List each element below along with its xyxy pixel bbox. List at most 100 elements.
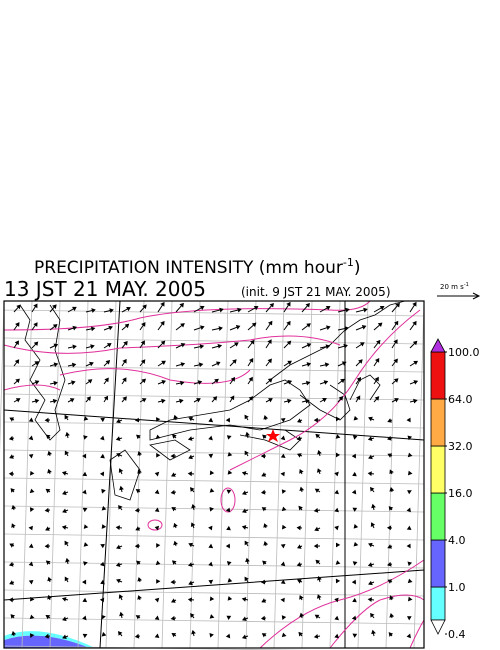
wind-arrow [389,487,395,493]
wind-arrow [283,320,291,331]
arrow-head [313,507,319,513]
wind-arrow [116,578,123,584]
arrow-head [412,301,417,307]
wind-arrow [406,633,411,639]
wind-arrow [283,380,293,385]
wind-arrow [355,395,361,403]
init-time: (init. 9 JST 21 MAY. 2005) [241,285,391,299]
arrow-head [136,560,141,566]
arrow-head [268,398,273,403]
arrow-head [387,453,393,458]
wind-arrow [387,435,393,441]
arrow-head [104,377,109,383]
arrow-head [171,507,177,512]
arrow-head [225,543,230,549]
wind-arrow [155,560,161,566]
arrow-head [209,488,215,493]
arrow-head [412,340,418,346]
wind-arrow [211,326,223,331]
arrow-head [154,489,160,495]
arrow-head [314,526,320,532]
wind-arrow [65,431,70,439]
wind-arrow [191,503,196,511]
wind-arrow [299,612,305,619]
arrow-head [248,396,254,401]
wind-arrow [211,307,224,313]
wind-arrow [49,380,58,386]
wind-arrow [28,435,34,441]
arrow-head [135,615,141,620]
wind-arrow [64,450,70,457]
arrow-head [208,417,214,423]
arrow-head [180,380,185,386]
arrow-head [137,451,142,456]
wind-arrow [67,380,76,386]
arrow-head [336,542,341,548]
arrow-head [61,525,67,530]
wind-arrow [336,452,341,458]
arrow-head [413,398,418,404]
arrow-head [83,524,89,529]
wind-arrow [115,562,123,568]
wind-arrow [28,579,34,585]
arrow-head [140,340,145,346]
wind-arrow [62,616,69,622]
arrow-head [171,472,176,477]
arrow-head [314,614,320,619]
arrow-head [161,360,166,366]
wind-arrow [247,339,255,349]
arrow-head [188,542,194,548]
wind-arrow [225,543,231,549]
arrow-head [45,526,50,531]
wind-arrow [282,524,287,530]
arrow-head [412,320,417,326]
wind-arrow [371,629,376,637]
colorbar-label: 16.0 [448,487,473,500]
wind-arrow [13,340,19,349]
wind-arrow [351,579,357,585]
wind-arrow [156,452,161,458]
wind-arrow [263,541,269,547]
wind-arrow [368,416,375,422]
wind-arrow [227,470,233,475]
wind-arrow [103,360,111,367]
wind-arrow [13,322,20,331]
wind-arrow [139,322,146,331]
arrow-head [361,325,367,330]
wind-arrow [116,544,123,550]
arrow-head [100,579,105,585]
wind-arrow [62,634,69,640]
wind-arrow [175,362,186,367]
wind-arrow [83,542,89,547]
arrow-head [33,341,39,347]
arrow-head [116,418,121,424]
arrow-head [119,611,124,617]
wind-arrow [355,359,363,367]
wind-arrow [208,561,213,567]
arrow-head [34,398,40,404]
arrow-head [28,453,34,459]
wind-arrow [227,577,233,583]
arrow-head [137,469,142,474]
wind-arrow [85,326,96,332]
wind-arrow [386,525,393,531]
arrow-head [87,379,93,384]
arrow-head [298,631,303,637]
arrow-head [91,308,96,313]
arrow-head [351,453,356,459]
arrow-head [280,435,286,441]
wind-arrow [156,417,161,422]
arrow-head [267,320,273,326]
arrow-head [100,453,105,459]
arrow-head [280,453,286,459]
wind-arrow [82,507,88,513]
wind-arrow [355,325,367,331]
arrow-head [313,417,318,423]
wind-arrow [391,398,399,403]
arrow-head [45,614,51,620]
arrow-head [119,485,124,491]
arrow-head [262,560,267,566]
arrow-head [280,471,285,477]
arrow-head [215,361,221,366]
